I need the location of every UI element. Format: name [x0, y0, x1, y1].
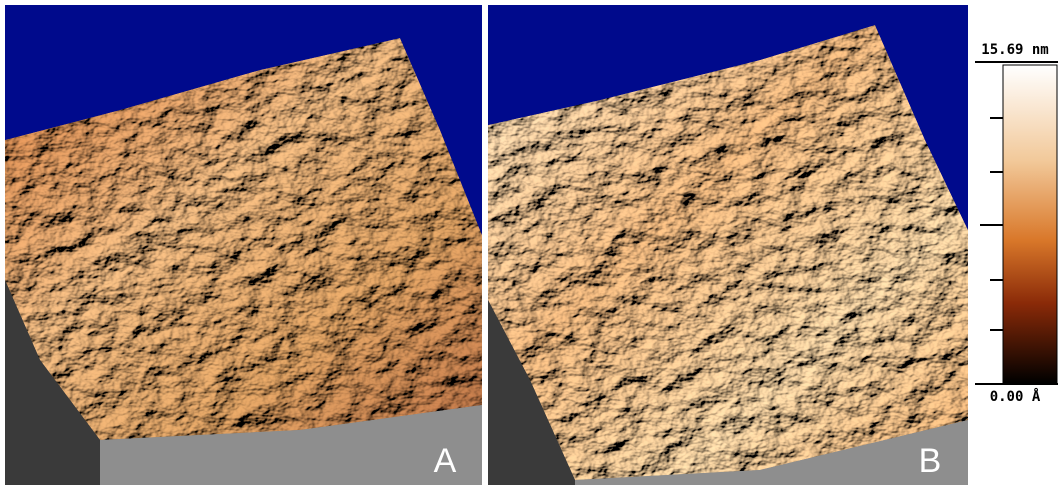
side-face: [488, 300, 575, 485]
colorbar-max-label: 15.69 nm: [981, 42, 1048, 58]
panel-label: B: [919, 442, 942, 480]
panel-a: A: [5, 5, 482, 485]
colorbar-min-label: 0.00 Å: [990, 388, 1041, 405]
colorbar: 15.69 nm 0.00 Å: [975, 42, 1058, 405]
colorbar-ticks: [980, 117, 1003, 331]
colorbar-gradient: [1002, 64, 1058, 384]
surface: [488, 25, 968, 480]
panel-label: A: [434, 442, 457, 480]
panel-b: B: [488, 5, 968, 485]
surface: [5, 38, 482, 440]
